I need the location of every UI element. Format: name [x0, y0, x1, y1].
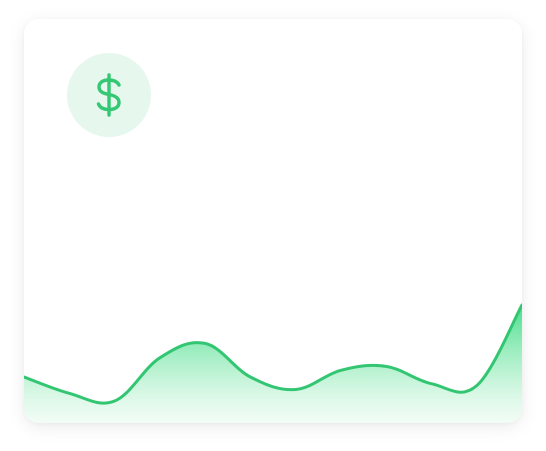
sparkline-area	[24, 305, 522, 423]
dollar-icon	[96, 73, 121, 117]
revenue-card[interactable]	[24, 19, 522, 423]
dollar-icon-badge	[67, 53, 151, 137]
sparkline-chart	[24, 303, 522, 423]
sparkline-line	[24, 303, 522, 405]
